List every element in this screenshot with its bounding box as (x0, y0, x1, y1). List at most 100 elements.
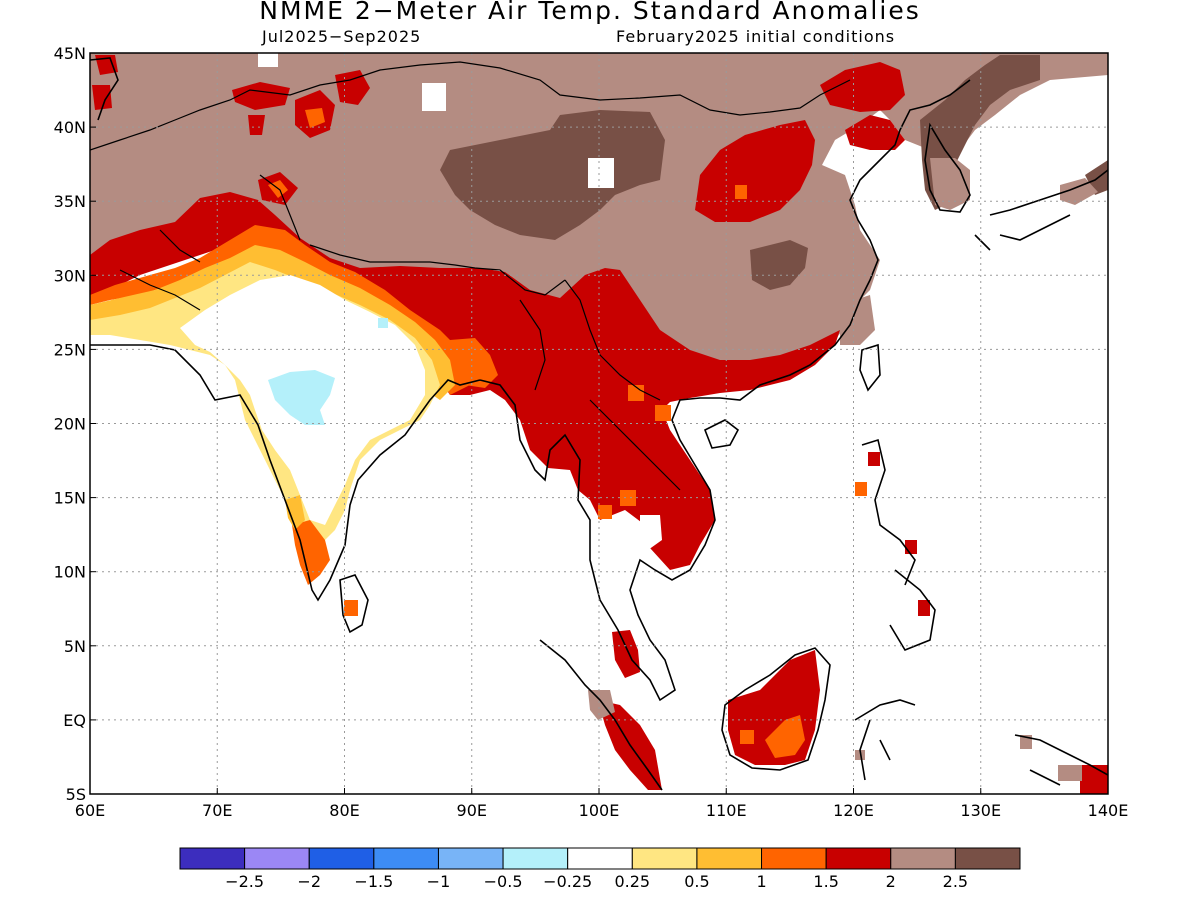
map-title: NMME 2−Meter Air Temp. Standard Anomalie… (259, 0, 921, 25)
region-orange-indochina-3 (620, 490, 636, 506)
region-red-north-b (845, 115, 905, 150)
coast-sumatra (539, 639, 663, 791)
region-brown-sulawesi (855, 750, 865, 760)
region-brown-south-china (840, 295, 875, 345)
lat-tick-label: EQ (63, 711, 86, 730)
region-cyan-central-india (268, 370, 335, 425)
latitude-labels: 45N 40N 35N 30N 25N 20N 15N 10N 5N EQ 5S (54, 44, 96, 804)
colorbar-swatch (631, 847, 698, 870)
gap-white-1 (258, 53, 278, 67)
region-orange-philippines (855, 482, 867, 496)
lon-tick-label: 140E (1088, 801, 1129, 820)
lon-tick-label: 110E (706, 801, 747, 820)
region-red-malaya (612, 630, 640, 678)
region-orange-indochina-1 (628, 385, 644, 401)
region-brown-new-guinea (1058, 765, 1082, 781)
coast-new-guinea (1014, 734, 1108, 786)
colorbar-swatch (373, 847, 439, 870)
lat-tick-label: 35N (54, 192, 86, 211)
region-dark-brown-mongolia (440, 110, 665, 240)
graticule (90, 53, 1108, 794)
coast-borneo (721, 647, 831, 771)
region-orange-indochina-4 (598, 505, 612, 519)
lon-tick-label: 80E (329, 801, 359, 820)
lat-tick-label: 25N (54, 340, 86, 359)
coast-japan (974, 169, 1108, 251)
colorbar-swatch (825, 847, 892, 870)
coastline-layer (90, 57, 1108, 791)
colorbar-swatch (890, 847, 956, 870)
region-red-philippines-1 (868, 452, 880, 466)
region-red-new-guinea (1080, 765, 1108, 794)
coast-sulawesi (854, 699, 916, 781)
region-red-north-a (820, 62, 905, 112)
region-orange-kazakh-1 (305, 108, 325, 128)
region-red-northeast-china (695, 120, 815, 222)
region-red-mindanao (918, 600, 930, 616)
lat-tick-label: 5N (64, 637, 86, 656)
colorbar-label: 0.5 (684, 872, 709, 891)
colorbar-swatch (179, 847, 246, 870)
colorbar-swatch (437, 847, 504, 870)
region-orange-indochina-2 (655, 405, 671, 421)
colorbar-swatch (954, 847, 1021, 870)
colorbar-label: 0.25 (614, 872, 650, 891)
colorbar: −2.5 −2 −1.5 −1 −0.5 −0.25 0.25 0.5 1 1.5 2 2.5 (179, 847, 1021, 891)
gap-white-2 (422, 83, 446, 111)
colorbar-label: 2.5 (943, 872, 968, 891)
lon-tick-label: 70E (202, 801, 232, 820)
colorbar-swatch (244, 847, 310, 870)
region-orange-sri-lanka (344, 600, 358, 616)
region-orange-china-1 (735, 185, 747, 199)
colorbar-label: −2.5 (225, 872, 264, 891)
coast-philippines (861, 438, 936, 651)
lat-tick-label: 45N (54, 44, 86, 63)
region-red-kazakh-2 (335, 70, 370, 105)
lat-tick-label: 5S (66, 785, 86, 804)
region-dark-brown-sichuan (750, 240, 808, 290)
anomaly-fill-layer (90, 53, 1108, 794)
coast-taiwan (859, 343, 881, 392)
region-red-tian (248, 115, 265, 135)
lat-tick-label: 40N (54, 118, 86, 137)
colorbar-swatch (308, 847, 375, 870)
region-orange-bangladesh (450, 338, 498, 388)
lon-tick-label: 130E (960, 801, 1001, 820)
region-light-orange-india (90, 245, 455, 400)
colorbar-label: −0.5 (484, 872, 523, 891)
lon-tick-label: 90E (457, 801, 487, 820)
border-lines (90, 61, 851, 491)
coast-india (90, 344, 481, 602)
colorbar-label: −1 (427, 872, 451, 891)
region-orange-borneo-2 (740, 730, 754, 744)
longitude-labels: 60E 70E 80E 90E 100E 110E 120E 130E 140E (75, 788, 1129, 820)
coast-korea (924, 122, 971, 213)
coast-sri-lanka (339, 574, 369, 634)
region-cyan-small (378, 318, 388, 328)
lon-tick-label: 100E (579, 801, 620, 820)
lat-tick-label: 20N (54, 415, 86, 434)
region-red-caspian (92, 85, 112, 110)
colorbar-label: 1.5 (813, 872, 838, 891)
colorbar-label: −0.25 (543, 872, 592, 891)
coast-myanmar-indochina (479, 79, 971, 702)
colorbar-label: 1 (756, 872, 766, 891)
region-brown-sumatra (588, 690, 615, 720)
lat-tick-label: 10N (54, 563, 86, 582)
lon-tick-label: 120E (833, 801, 874, 820)
colorbar-swatch (567, 847, 633, 870)
coast-caspian (90, 57, 119, 121)
coast-hainan (703, 419, 740, 449)
region-red-philippines-2 (905, 540, 917, 554)
colorbar-swatch (696, 847, 763, 870)
gap-white-3 (588, 158, 614, 188)
colorbar-label: −1.5 (354, 872, 393, 891)
region-orange-south-india (292, 520, 330, 585)
forecast-period: Jul2025−Sep2025 (262, 27, 422, 46)
region-orange-borneo (765, 715, 805, 758)
colorbar-swatch (502, 847, 569, 870)
region-red-aral (95, 55, 118, 75)
colorbar-label: 2 (886, 872, 896, 891)
gap-white-thailand (640, 515, 662, 550)
